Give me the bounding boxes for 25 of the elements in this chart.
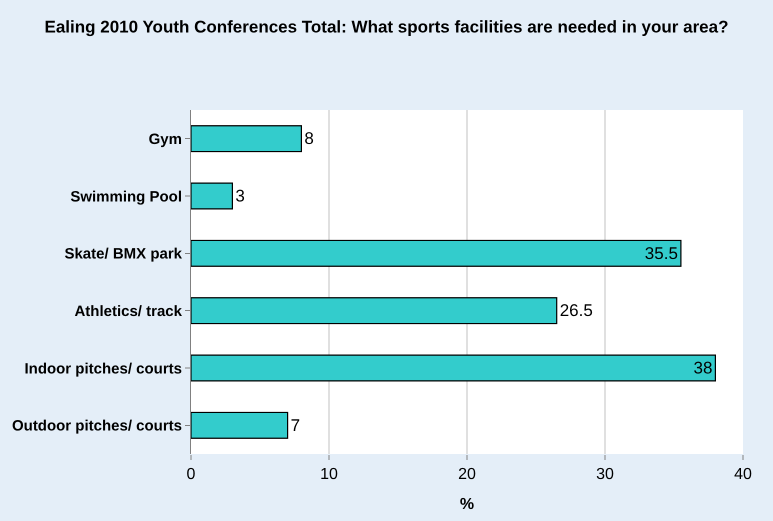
x-tick-label: 30 [596, 466, 614, 484]
data-label: 38 [693, 358, 712, 378]
data-label: 3 [235, 186, 245, 206]
x-tick-label: 10 [320, 466, 338, 484]
data-label: 8 [304, 129, 314, 148]
bar [191, 354, 716, 382]
bar [191, 240, 682, 267]
bar [191, 125, 302, 152]
bar [191, 182, 233, 210]
data-label: 35.5 [644, 244, 678, 263]
x-tick-label: 0 [186, 466, 196, 484]
chart-title: Ealing 2010 Youth Conferences Total: What sports facilities are needed in your area? [44, 18, 728, 37]
x-tick-label: 40 [734, 466, 752, 484]
y-tick-label: Skate/ BMX park [64, 246, 183, 263]
y-tick-label: Indoor pitches/ courts [24, 360, 182, 378]
y-tick-label: Outdoor pitches/ courts [12, 418, 182, 435]
y-tick-label: Athletics/ track [74, 302, 183, 320]
x-axis-title: % [460, 496, 474, 513]
data-label: 26.5 [560, 301, 593, 320]
data-label: 7 [290, 416, 300, 435]
x-tick-label: 20 [458, 466, 476, 484]
bar [191, 412, 288, 439]
bar [191, 297, 558, 324]
y-tick-label: Swimming Pool [70, 188, 182, 206]
y-tick-label: Gym [148, 130, 182, 148]
